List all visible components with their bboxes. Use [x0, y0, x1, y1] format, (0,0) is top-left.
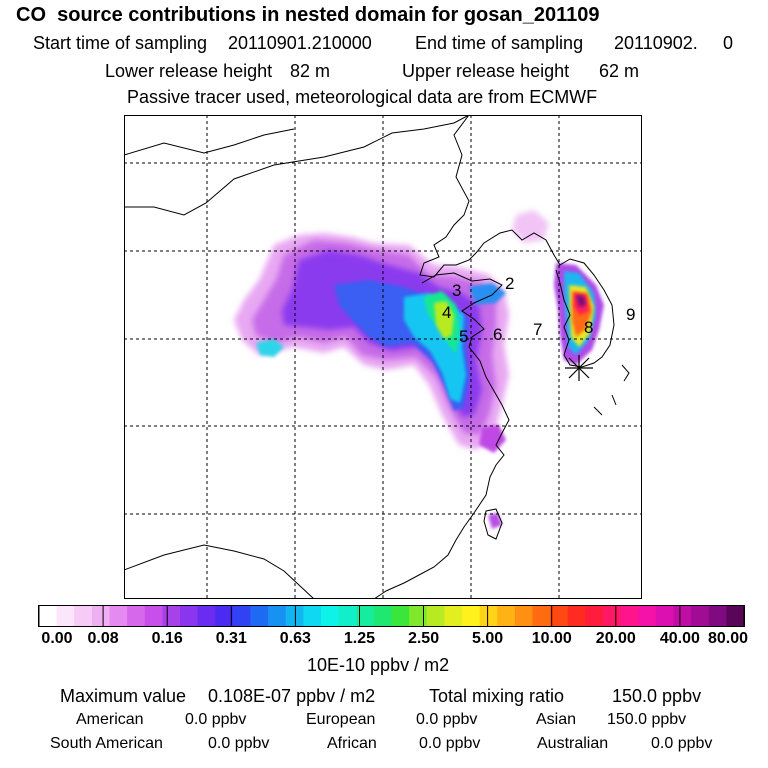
colorbar-cell	[391, 606, 410, 626]
colorbar-cell	[197, 606, 216, 626]
colorbar-cell	[567, 606, 586, 626]
colorbar-cell	[691, 606, 710, 626]
colorbar-cell	[232, 606, 251, 626]
concentration-field	[234, 210, 604, 529]
region-label-6: 6	[493, 325, 502, 344]
page-title: CO source contributions in nested domain…	[16, 4, 600, 26]
colorbar-cell	[109, 606, 128, 626]
colorbar-cell	[144, 606, 163, 626]
region-label-7: 7	[533, 320, 542, 339]
coastlines	[124, 115, 630, 599]
european-label: European	[306, 711, 376, 728]
colorbar-cell	[585, 606, 604, 626]
graticule	[124, 115, 642, 599]
region-label-9: 9	[626, 305, 635, 324]
colorbar-tick-label: 5.00	[472, 630, 504, 647]
colorbar-cell	[127, 606, 146, 626]
asterisk-icon	[565, 355, 593, 381]
american-label: American	[76, 711, 144, 728]
colorbar-cell	[673, 606, 692, 626]
colorbar-cell	[39, 606, 58, 626]
american-value: 0.0 ppbv	[185, 711, 247, 728]
colorbar-cell	[373, 606, 392, 626]
african-value: 0.0 ppbv	[419, 735, 481, 752]
colorbar-cell	[550, 606, 569, 626]
colorbar-cell	[338, 606, 357, 626]
colorbar-frame	[38, 605, 745, 627]
south-american-value: 0.0 ppbv	[208, 735, 270, 752]
colorbar-cell	[532, 606, 551, 626]
colorbar-cell	[655, 606, 674, 626]
colorbar-cell	[638, 606, 657, 626]
colorbar-tick-label: 0.63	[279, 630, 311, 647]
colorbar-cell	[250, 606, 269, 626]
colorbar-cell	[285, 606, 304, 626]
colorbar-cell	[409, 606, 428, 626]
colorbar-tick-label: 10.00	[531, 630, 572, 647]
colorbar-cell	[303, 606, 322, 626]
colorbar-tick-label: 20.00	[595, 630, 636, 647]
colorbar-tick-label: 40.00	[659, 630, 700, 647]
colorbar-major-ticks	[38, 606, 745, 626]
colorbar-cell	[726, 606, 745, 626]
start-time-label: Start time of sampling	[33, 33, 208, 53]
start-time-value: 20110901.210000	[228, 33, 372, 53]
colorbar-cell	[215, 606, 234, 626]
map-frame	[124, 115, 642, 599]
upper-height-label: Upper release height	[402, 61, 570, 81]
colorbar-cell	[462, 606, 481, 626]
australian-value: 0.0 ppbv	[651, 735, 713, 752]
map-panel: 2 3 4 5 6 7 8 9	[124, 115, 642, 599]
colorbar-tick-label: 0.08	[87, 630, 119, 647]
end-time-value: 20110902.	[614, 33, 698, 53]
colorbar-cell	[356, 606, 375, 626]
colorbar-cell	[426, 606, 445, 626]
asian-value: 150.0 ppbv	[607, 711, 687, 728]
european-value: 0.0 ppbv	[416, 711, 478, 728]
african-label: African	[327, 735, 377, 752]
colorbar-cell	[479, 606, 498, 626]
colorbar-cell	[56, 606, 75, 626]
asian-label: Asian	[536, 711, 577, 728]
colorbar-cell	[74, 606, 93, 626]
colorbar-cell	[620, 606, 639, 626]
region-label-8: 8	[584, 318, 593, 337]
total-mixing-value: 150.0 ppbv	[612, 686, 702, 706]
region-label-5: 5	[459, 327, 468, 346]
colorbar-tick-label: 80.00	[707, 630, 749, 647]
lower-height-label: Lower release height	[105, 61, 273, 81]
colorbar-tick-label: 0.16	[151, 630, 183, 647]
upper-height-value: 62 m	[599, 61, 640, 81]
region-label-2: 2	[505, 274, 514, 293]
lower-height-value: 82 m	[290, 61, 331, 81]
max-value: 0.108E-07 ppbv / m2	[208, 686, 376, 706]
colorbar-cell	[497, 606, 516, 626]
colorbar-cell	[708, 606, 727, 626]
region-label-3: 3	[452, 281, 461, 300]
colorbar-cell	[514, 606, 533, 626]
max-value-label: Maximum value	[60, 686, 187, 706]
region-label-4: 4	[442, 303, 451, 322]
colorbar-cell	[268, 606, 287, 626]
colorbar-tick-label: 0.31	[215, 630, 247, 647]
colorbar-cell	[180, 606, 199, 626]
end-time-suffix: 0	[723, 33, 734, 53]
colorbar-tick-label: 1.25	[343, 630, 376, 647]
colorbar-cell	[603, 606, 622, 626]
colorbar-cell	[91, 606, 110, 626]
colorbar-cell	[321, 606, 340, 626]
end-time-label: End time of sampling	[415, 33, 584, 53]
total-mixing-label: Total mixing ratio	[429, 686, 565, 706]
south-american-label: South American	[50, 735, 163, 752]
colorbar-tick-label: 0.00	[41, 630, 73, 647]
colorbar-cell	[162, 606, 181, 626]
colorbar-unit: 10E-10 ppbv / m2	[307, 655, 450, 675]
tracer-note: Passive tracer used, meteorological data…	[127, 87, 598, 107]
colorbar-cells	[39, 606, 745, 626]
australian-label: Australian	[537, 735, 609, 752]
colorbar-cell	[444, 606, 463, 626]
colorbar-tick-label: 2.50	[407, 630, 440, 647]
